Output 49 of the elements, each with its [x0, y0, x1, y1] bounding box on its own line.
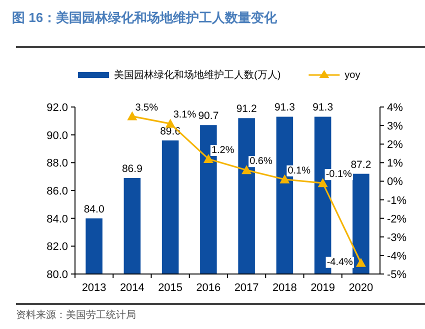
data-label: 91.3: [312, 102, 334, 114]
data-label: 91.3: [274, 102, 296, 114]
point: [203, 154, 214, 163]
point: [242, 165, 252, 174]
data-label: -0.1%: [326, 169, 352, 180]
data-label: 84.0: [84, 203, 104, 216]
data-label: 86.9: [122, 162, 143, 175]
y-tick-label: 82.0: [46, 241, 68, 254]
y2-tick-label: -1%: [387, 194, 407, 207]
y2-tick-label: -2%: [387, 213, 407, 226]
y-tick-label: 80.0: [46, 269, 68, 281]
data-label: 0.1%: [288, 165, 311, 176]
y2-tick-label: -5%: [387, 269, 407, 281]
y-tick-label: 92.0: [46, 102, 68, 114]
data-label: 1.2%: [211, 144, 234, 156]
y-tick-label: 90.0: [46, 130, 68, 142]
data-label: 3.1%: [173, 110, 196, 121]
x-tick-label: 2019: [310, 282, 336, 294]
y2-tick-label: 4%: [387, 102, 404, 114]
data-label: 90.7: [198, 110, 219, 122]
x-tick-label: 2016: [196, 282, 221, 294]
point: [318, 178, 328, 188]
point: [280, 174, 290, 184]
point: [356, 258, 366, 267]
data-label: 3.5%: [135, 102, 158, 114]
y2-tick-label: 3%: [387, 120, 404, 133]
x-tick-label: 2018: [272, 282, 297, 294]
data-label: 87.2: [350, 158, 372, 171]
data-label: -4.4%: [326, 256, 354, 268]
legend-label: yoy: [344, 70, 360, 81]
x-tick-label: 2020: [348, 282, 374, 294]
y-tick-label: 84.0: [46, 213, 68, 226]
point: [127, 111, 138, 120]
y-tick-label: 86.0: [46, 186, 68, 198]
data-label: 91.2: [236, 103, 257, 116]
text: 资料来源：美国劳工统计局: [16, 309, 136, 321]
x-tick-label: 2013: [82, 282, 106, 294]
y2-tick-label: 0%: [387, 176, 404, 188]
y-tick-label: 88.0: [46, 158, 68, 170]
y2-tick-label: -3%: [387, 232, 407, 244]
x-tick-label: 2014: [120, 282, 144, 294]
data-label: 0.6%: [250, 156, 272, 168]
x-tick-label: 2015: [158, 282, 183, 294]
chart-title: 图 16：美国园林绿化和场地维护工人数量变化: [12, 10, 278, 25]
y2-tick-label: 1%: [387, 158, 404, 170]
y2-tick-label: -4%: [387, 250, 407, 262]
x-tick-label: 2017: [234, 282, 259, 294]
y2-tick-label: 2%: [387, 139, 404, 152]
legend-label: 美国园林绿化和场地维护工人数(万人): [114, 69, 281, 81]
